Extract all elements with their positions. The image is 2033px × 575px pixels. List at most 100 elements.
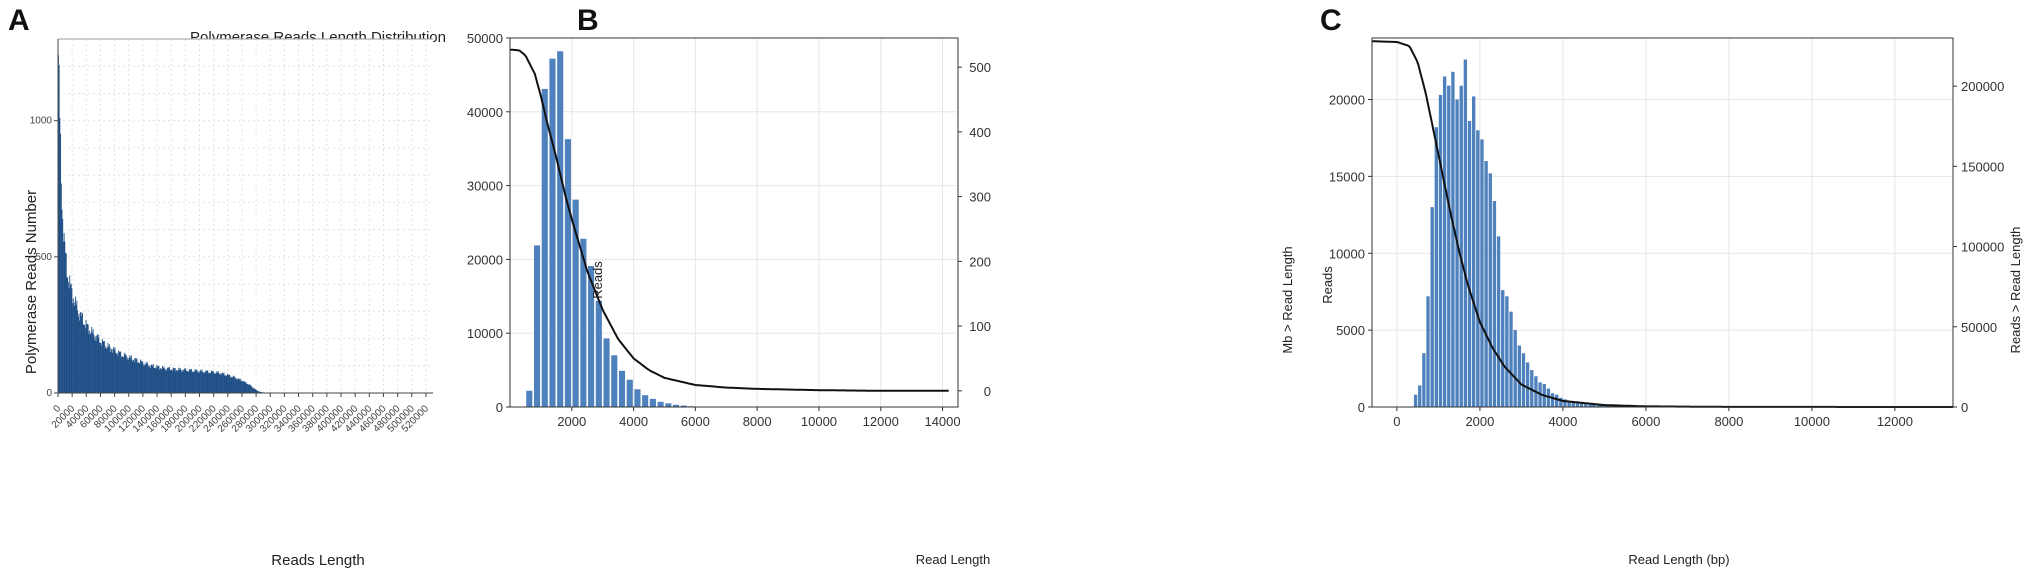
panel-a-bar bbox=[133, 359, 134, 393]
panel-a-bar bbox=[82, 324, 84, 393]
panel-a-bar bbox=[255, 389, 257, 393]
panel-a-bar bbox=[201, 369, 203, 393]
panel-a-bar bbox=[223, 372, 225, 393]
panel-a-bar bbox=[65, 253, 66, 393]
panel-a-bar bbox=[66, 277, 68, 393]
panel-a-bar bbox=[142, 361, 144, 393]
panel-a-bar bbox=[168, 368, 170, 393]
panel-c-y-tick-label: 10000 bbox=[1329, 246, 1365, 261]
panel-a-bar bbox=[72, 298, 74, 393]
panel-a-bar bbox=[152, 364, 154, 393]
panel-a-bar bbox=[252, 387, 254, 393]
panel-b-bar bbox=[549, 58, 556, 407]
panel-a-y-tick-label: 0 bbox=[46, 388, 52, 399]
panel-b-letter: B bbox=[577, 4, 599, 37]
panel-a-bar bbox=[157, 365, 159, 393]
panel-a-bar bbox=[89, 334, 91, 393]
panel-a-bar bbox=[76, 300, 78, 393]
panel-a-bar bbox=[208, 372, 210, 393]
panel-c-x-ticks: 0 2000 4000 6000 8000 10000 12000 bbox=[1393, 407, 1913, 429]
panel-b-cumulative-curve bbox=[510, 48, 949, 392]
panel-a-bar bbox=[65, 253, 67, 393]
panel-b-y-tick-label: 30000 bbox=[467, 179, 503, 194]
panel-c-x-tick-label: 0 bbox=[1393, 414, 1400, 429]
panel-a-bar bbox=[181, 371, 183, 393]
panel-a-bar bbox=[153, 368, 155, 393]
panel-a-bar bbox=[164, 370, 166, 393]
panel-a-bar bbox=[241, 381, 243, 393]
panel-a-bar bbox=[77, 310, 79, 393]
panel-a-bar bbox=[70, 283, 72, 393]
panel-a-bar bbox=[128, 360, 129, 393]
panel-c-y2-tick-label: 0 bbox=[1961, 400, 1968, 415]
panel-a-bar bbox=[60, 183, 62, 393]
panel-b-bar bbox=[533, 245, 541, 407]
panel-a-bar bbox=[87, 324, 89, 393]
panel-c-bar bbox=[1467, 121, 1472, 408]
panel-c-bar bbox=[1509, 311, 1513, 407]
panel-a-bar bbox=[208, 373, 209, 393]
panel-a-bar bbox=[227, 374, 229, 393]
panel-a-bar bbox=[101, 338, 103, 393]
panel-a-bar bbox=[72, 303, 74, 393]
panel-b-y2-tick-label: 200 bbox=[969, 254, 991, 269]
panel-a-bar bbox=[221, 372, 223, 393]
panel-a-bar bbox=[165, 368, 167, 393]
panel-c: C 0 2000 4000 6000 8000 10000 12000 0 5000 10000… bbox=[1320, 4, 2023, 567]
panel-a-bar bbox=[110, 351, 112, 393]
panel-b-bar bbox=[657, 401, 664, 407]
panel-a-bar bbox=[198, 371, 200, 393]
panel-a-bar bbox=[140, 359, 141, 393]
panel-b-x-tick-label: 14000 bbox=[924, 414, 960, 429]
panel-b-x-tick-label: 10000 bbox=[801, 414, 837, 429]
panel-a-bar bbox=[154, 367, 156, 393]
panel-b-bar bbox=[526, 390, 533, 407]
panel-a-bar bbox=[121, 355, 123, 393]
panel-c-bar bbox=[1442, 76, 1447, 407]
panel-c-bar bbox=[1492, 200, 1497, 407]
panel-a-bar bbox=[164, 368, 166, 393]
panel-c-y-ticks: 0 5000 10000 15000 20000 bbox=[1329, 93, 1372, 415]
panel-b-bar bbox=[673, 404, 680, 407]
panel-a-bar bbox=[61, 209, 63, 393]
panel-a-bar bbox=[200, 369, 202, 393]
panel-b: B 2000 4000 6000 8000 10000 12000 14000 010000… bbox=[467, 4, 1295, 567]
panel-a-bar bbox=[69, 275, 71, 393]
panel-a-bar bbox=[206, 371, 208, 393]
panel-c-y2-axis-label: Reads > Read Length bbox=[2008, 227, 2023, 354]
panel-c-letter: C bbox=[1320, 4, 1342, 37]
panel-c-axes bbox=[1371, 37, 1954, 408]
panel-a-bar bbox=[178, 367, 180, 393]
panel-a-bar bbox=[94, 339, 95, 393]
panel-a-bar bbox=[188, 372, 190, 393]
panel-a-bar bbox=[71, 288, 73, 393]
panel-a-y-tick-label: 1000 bbox=[30, 116, 53, 127]
panel-a-bar bbox=[70, 284, 71, 393]
panel-a-bar bbox=[99, 343, 101, 393]
panel-a-bar bbox=[256, 390, 258, 393]
panel-a-bar bbox=[240, 380, 242, 393]
panel-b-bar bbox=[572, 199, 579, 407]
panel-b-y-tick-label: 50000 bbox=[467, 31, 503, 46]
panel-a-bar bbox=[192, 371, 194, 393]
panel-a-bar bbox=[218, 373, 220, 393]
panel-a-bar bbox=[115, 352, 117, 393]
panel-a-bar bbox=[182, 371, 184, 393]
panel-a-bar bbox=[116, 352, 118, 393]
panel-a-bar bbox=[131, 359, 133, 393]
panel-a-bar bbox=[198, 372, 200, 393]
panel-a-bar bbox=[127, 357, 129, 393]
panel-a-bar bbox=[86, 324, 88, 393]
panel-a-bar bbox=[101, 345, 103, 393]
panel-a-bar bbox=[107, 342, 109, 393]
panel-a-bar bbox=[140, 361, 142, 393]
panel-a-bar bbox=[203, 372, 204, 393]
panel-a-bar bbox=[258, 391, 260, 393]
panel-c-bar bbox=[1525, 362, 1530, 407]
panel-b-bar bbox=[595, 300, 602, 407]
panel-a-bar bbox=[205, 370, 207, 393]
panel-a-bar bbox=[118, 351, 120, 393]
panel-b-y2-axis-label: Mb > Read Length bbox=[1280, 246, 1295, 353]
panel-c-bar bbox=[1588, 404, 1596, 407]
panel-a-bar bbox=[215, 373, 216, 393]
